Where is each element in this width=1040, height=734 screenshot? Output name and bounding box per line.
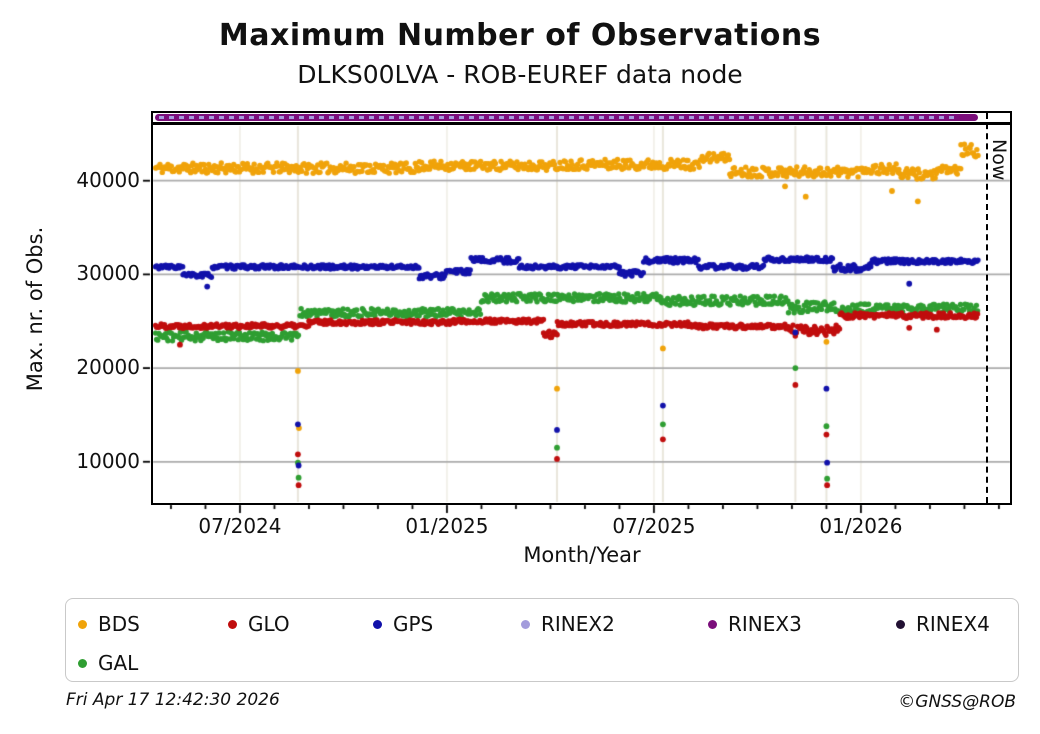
glo-marker-icon [228, 619, 237, 629]
legend-item-rinex4: RINEX4 [896, 611, 990, 637]
legend-box [65, 598, 1019, 682]
rinex2-marker-icon [521, 619, 530, 629]
plot-frame [151, 111, 1012, 505]
bds-marker-icon [78, 619, 87, 629]
now-vertical-line [985, 113, 988, 503]
y-axis-label: Max. nr. of Obs. [23, 226, 47, 392]
gps-marker-icon [373, 619, 382, 629]
y-tick-label: 40000 [76, 167, 140, 192]
x-axis-label: Month/Year [523, 543, 641, 567]
legend-label: GAL [98, 651, 139, 675]
x-tick-label: 07/2024 [198, 514, 282, 538]
legend-label: RINEX2 [541, 612, 615, 636]
legend-item-gal: GAL [78, 650, 138, 676]
x-tick-label: 01/2025 [405, 514, 489, 538]
legend-item-rinex2: RINEX2 [521, 611, 615, 637]
legend-label: GLO [248, 612, 290, 636]
now-label: Now [987, 139, 1010, 181]
rinex-strip-divider-line [151, 122, 1012, 125]
legend-label: RINEX3 [728, 612, 802, 636]
y-tick-label: 20000 [76, 355, 140, 380]
legend-label: BDS [98, 612, 140, 636]
legend-item-bds: BDS [78, 611, 140, 637]
legend-item-rinex3: RINEX3 [708, 611, 802, 637]
rinex4-marker-icon [896, 619, 905, 629]
y-tick-label: 30000 [76, 261, 140, 286]
copyright-credit: ©GNSS@ROB [898, 692, 1016, 712]
y-tick-label: 10000 [76, 448, 140, 473]
x-tick-label: 07/2025 [612, 514, 696, 538]
rinex3-marker-icon [708, 619, 717, 629]
plot-timestamp: Fri Apr 17 12:42:30 2026 [66, 690, 280, 710]
legend-label: GPS [393, 612, 434, 636]
chart-title: Maximum Number of Observations [218, 18, 822, 53]
legend-label: RINEX4 [916, 612, 990, 636]
legend-item-glo: GLO [228, 611, 290, 637]
x-tick-label: 01/2026 [819, 514, 903, 538]
gal-marker-icon [78, 658, 87, 668]
legend-item-gps: GPS [373, 611, 433, 637]
rinex2-dashed-bar [159, 116, 956, 119]
chart-subtitle: DLKS00LVA - ROB-EUREF data node [297, 60, 743, 89]
chart-canvas [0, 0, 1040, 575]
